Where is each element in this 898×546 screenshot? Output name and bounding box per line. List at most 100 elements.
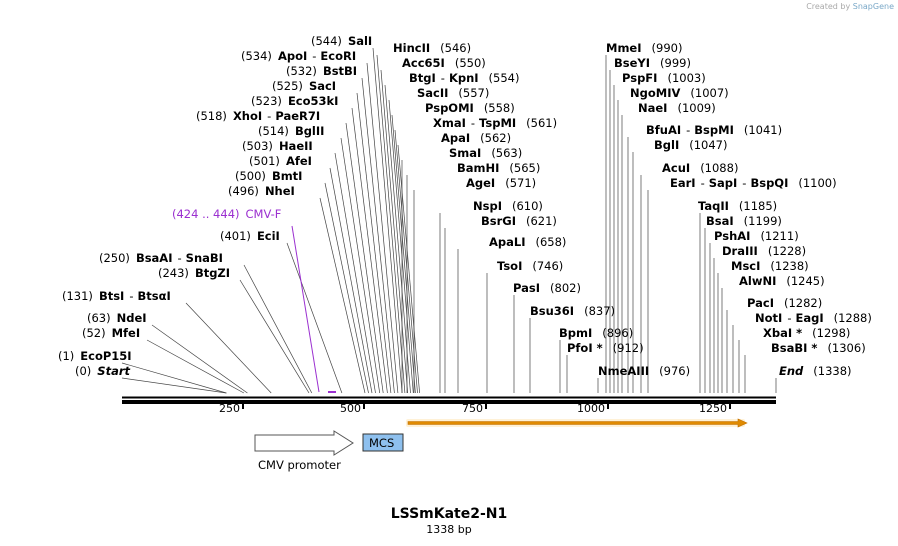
primer-label[interactable]: (424 .. 444) CMV-F [172, 207, 281, 221]
site-label[interactable]: TsoI (746) [497, 259, 563, 273]
site-name: AfeI [286, 154, 312, 168]
site-label[interactable]: (496) NheI [228, 184, 295, 198]
site-labels: (0) Start (1) EcoP15I (52) MfeI(63) NdeI (131) B… [58, 34, 872, 378]
site-position: (518) [196, 109, 227, 123]
site-label[interactable]: NspI (610) [473, 199, 543, 213]
leader-line [146, 339, 245, 394]
site-name-separator: - [178, 251, 182, 265]
site-label[interactable]: BsaBI * (1306) [771, 341, 866, 355]
map-title: LSSmKate2-N1 [390, 506, 508, 522]
site-label[interactable]: (250) BsaAI - SnaBI [99, 251, 223, 265]
site-label[interactable]: ApaI (562) [441, 131, 511, 145]
site-position: (1306) [827, 341, 865, 355]
site-label[interactable]: BsaI (1199) [706, 214, 782, 228]
site-position: (1338) [813, 364, 851, 378]
site-label[interactable]: MmeI (990) [606, 41, 682, 55]
site-name: BsaI [706, 214, 734, 228]
leader-line [243, 264, 313, 394]
site-label[interactable]: (534) ApoI - EcoRI [241, 49, 356, 63]
site-label[interactable]: XbaI * (1298) [763, 326, 850, 340]
site-name: PspOMI [425, 101, 474, 115]
site-label[interactable]: Bsu36I (837) [530, 304, 615, 318]
site-position: (550) [455, 56, 486, 70]
site-position: (532) [286, 64, 317, 78]
site-label[interactable]: (1) EcoP15I [58, 349, 132, 363]
site-label[interactable]: (544) SalI [311, 34, 372, 48]
site-name: AgeI [466, 176, 495, 190]
site-label[interactable]: PacI (1282) [747, 296, 822, 310]
site-label[interactable]: PshAI (1211) [714, 229, 799, 243]
site-label[interactable]: (501) AfeI [249, 154, 312, 168]
site-label[interactable]: BsrGI (621) [481, 214, 557, 228]
site-position: (250) [99, 251, 130, 265]
site-position: (1228) [768, 244, 806, 258]
site-label[interactable]: (518) XhoI - PaeR7I [196, 109, 320, 123]
site-label[interactable]: TaqII (1185) [698, 199, 777, 213]
site-position: (1199) [744, 214, 782, 228]
site-label[interactable]: End (1338) [779, 364, 852, 378]
site-name: EagI [795, 311, 823, 325]
site-position: (1088) [700, 161, 738, 175]
site-label[interactable]: AcuI (1088) [662, 161, 738, 175]
site-label[interactable]: (503) HaeII [242, 139, 313, 153]
site-label[interactable]: MscI (1238) [731, 259, 809, 273]
site-label[interactable]: NaeI (1009) [638, 101, 716, 115]
site-label[interactable]: (52) MfeI [82, 326, 140, 340]
site-label[interactable]: HincII (546) [393, 41, 471, 55]
site-name: Eco53kI [288, 94, 339, 108]
site-label[interactable]: (532) BstBI [286, 64, 357, 78]
leader-line [388, 99, 414, 394]
site-label[interactable]: BpmI (896) [559, 326, 633, 340]
site-label[interactable]: Acc65I (550) [402, 56, 486, 70]
site-label[interactable]: BfuAI - BspMI (1041) [646, 123, 782, 137]
site-label[interactable]: AgeI (571) [466, 176, 536, 190]
site-name: NgoMIV [630, 86, 680, 100]
site-label[interactable]: PspFI (1003) [622, 71, 706, 85]
site-label[interactable]: (500) BmtI [235, 169, 302, 183]
site-label[interactable]: (0) Start [75, 364, 131, 378]
site-label[interactable]: (523) Eco53kI [251, 94, 338, 108]
site-name: EciI [257, 229, 280, 243]
site-position: (896) [602, 326, 633, 340]
cds-feature-arrow[interactable] [407, 418, 748, 428]
site-label[interactable]: NmeAIII (976) [598, 364, 690, 378]
site-label[interactable]: (131) BtsI - BtsαI [62, 289, 171, 303]
site-label[interactable]: SmaI (563) [449, 146, 522, 160]
site-name: BpmI [559, 326, 592, 340]
mcs-feature[interactable] [362, 433, 404, 452]
site-name: XbaI * [763, 326, 802, 340]
site-name: NmeAIII [598, 364, 649, 378]
site-name: BstBI [323, 64, 357, 78]
site-label[interactable]: BseYI (999) [614, 56, 691, 70]
cmv-promoter-arrow[interactable] [254, 430, 354, 456]
leader-line [319, 197, 366, 394]
site-label[interactable]: BglI (1047) [654, 138, 727, 152]
site-label[interactable]: (63) NdeI [87, 311, 147, 325]
site-label[interactable]: PfoI * (912) [567, 341, 644, 355]
site-name: BspMI [694, 123, 734, 137]
site-position: (52) [82, 326, 106, 340]
site-label[interactable]: XmaI - TspMI (561) [433, 116, 557, 130]
site-label[interactable]: DraIII (1228) [722, 244, 806, 258]
site-label[interactable]: EarI - SapI - BspQI (1100) [670, 176, 837, 190]
site-label[interactable]: AlwNI (1245) [739, 274, 825, 288]
site-label[interactable]: PspOMI (558) [425, 101, 515, 115]
site-position: (131) [62, 289, 93, 303]
site-label[interactable]: (514) BglII [258, 124, 324, 138]
site-label[interactable]: (401) EciI [220, 229, 280, 243]
site-label[interactable]: NgoMIV (1007) [630, 86, 729, 100]
site-label[interactable]: BtgI - KpnI (554) [409, 71, 519, 85]
leader-line [324, 182, 369, 394]
site-name: ApaI [441, 131, 470, 145]
site-label[interactable]: (525) SacI [272, 79, 336, 93]
site-name: PspFI [622, 71, 657, 85]
site-label[interactable]: BamHI (565) [457, 161, 540, 175]
site-label[interactable]: ApaLI (658) [489, 235, 566, 249]
site-label[interactable]: PasI (802) [513, 281, 581, 295]
site-name: End [779, 364, 804, 378]
site-label[interactable]: NotI - EagI (1288) [755, 311, 872, 325]
site-name: BtsαI [137, 289, 170, 303]
site-name: MscI [731, 259, 760, 273]
site-label[interactable]: SacII (557) [417, 86, 489, 100]
site-label[interactable]: (243) BtgZI [158, 266, 230, 280]
